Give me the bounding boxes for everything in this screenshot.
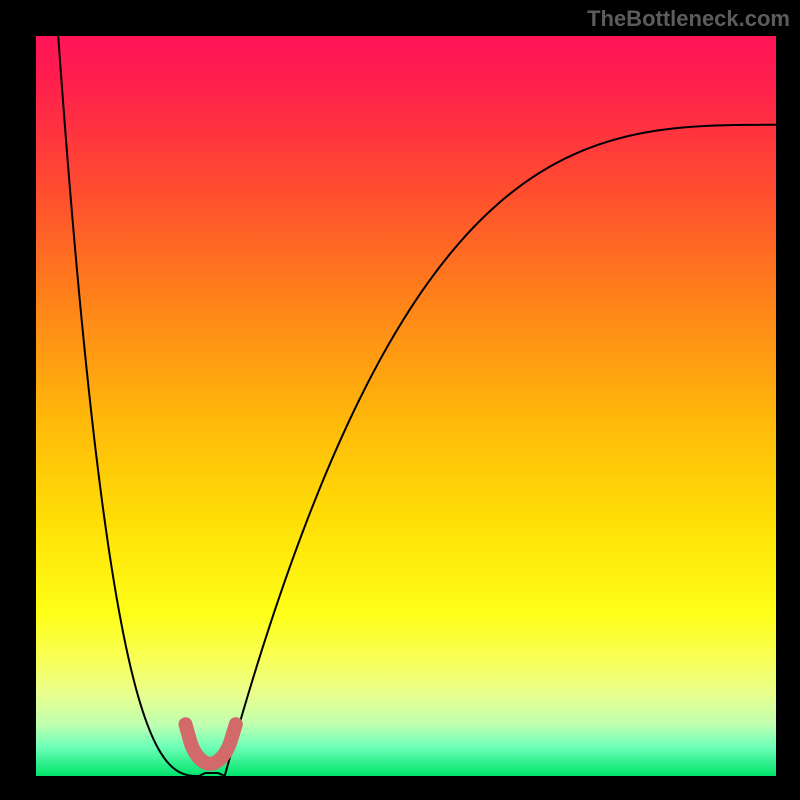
bottleneck-chart	[0, 0, 800, 800]
watermark-text: TheBottleneck.com	[587, 6, 790, 32]
plot-background	[36, 36, 776, 776]
